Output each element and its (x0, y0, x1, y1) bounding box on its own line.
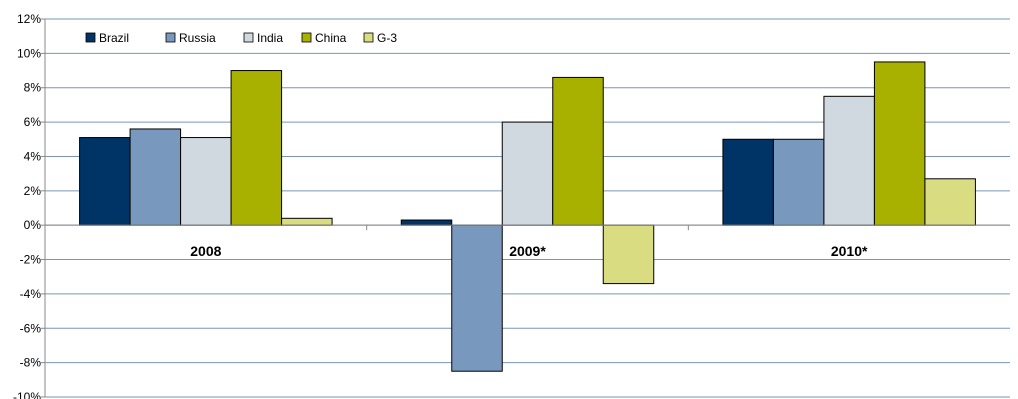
bar-brazil-2 (722, 138, 774, 226)
y-tick-label: -10% (13, 390, 41, 399)
y-tick-label: 8% (24, 81, 42, 95)
y-tick-label: 4% (24, 149, 42, 163)
bar-russia-1 (451, 224, 503, 372)
bar-india-1 (501, 121, 554, 226)
bar-india-2 (823, 95, 875, 226)
y-tick-label: -2% (20, 253, 42, 267)
y-tick-label: 12% (17, 12, 41, 26)
bar-russia-0 (129, 128, 182, 226)
legend-swatch (301, 32, 312, 43)
legend-swatch (165, 32, 176, 43)
category-label: 2010* (831, 243, 868, 259)
bar-russia-2 (772, 138, 825, 226)
bar-g-3-2 (924, 178, 976, 226)
axes (44, 19, 1010, 397)
y-tick-label: -4% (20, 287, 42, 301)
category-label: 2009* (509, 243, 546, 259)
bar-china-2 (873, 61, 926, 226)
y-tick-label: 6% (24, 115, 42, 129)
y-tick-label: -6% (20, 321, 42, 335)
legend-swatch (243, 32, 254, 43)
category-labels: 2008 2009* 2010* (190, 243, 868, 259)
legend-swatch (363, 32, 374, 43)
y-axis-ticks: -10% -8% -6% -4% -2% 0% 2% 4% 6% 8% 10% 12% (13, 12, 45, 399)
legend-label: India (257, 31, 283, 45)
bar-g-3-0 (281, 217, 333, 226)
bar-g-3-1 (602, 224, 655, 285)
bar-china-0 (230, 70, 283, 226)
category-label: 2008 (190, 243, 221, 259)
bar-brazil-1 (400, 219, 453, 226)
bar-brazil-0 (79, 137, 131, 226)
legend-swatch (85, 32, 96, 43)
y-tick-label: -8% (20, 356, 42, 370)
bar-india-0 (180, 137, 232, 226)
legend: Brazil Russia India China G-3 (85, 31, 397, 45)
bar-china-1 (552, 76, 604, 226)
legend-label: China (315, 31, 347, 45)
y-tick-label: 2% (24, 184, 42, 198)
y-tick-label: 0% (24, 218, 42, 232)
legend-label: Brazil (99, 31, 129, 45)
legend-label: Russia (179, 31, 216, 45)
bars (79, 61, 976, 372)
legend-label: G-3 (377, 31, 397, 45)
y-tick-label: 10% (17, 46, 41, 60)
